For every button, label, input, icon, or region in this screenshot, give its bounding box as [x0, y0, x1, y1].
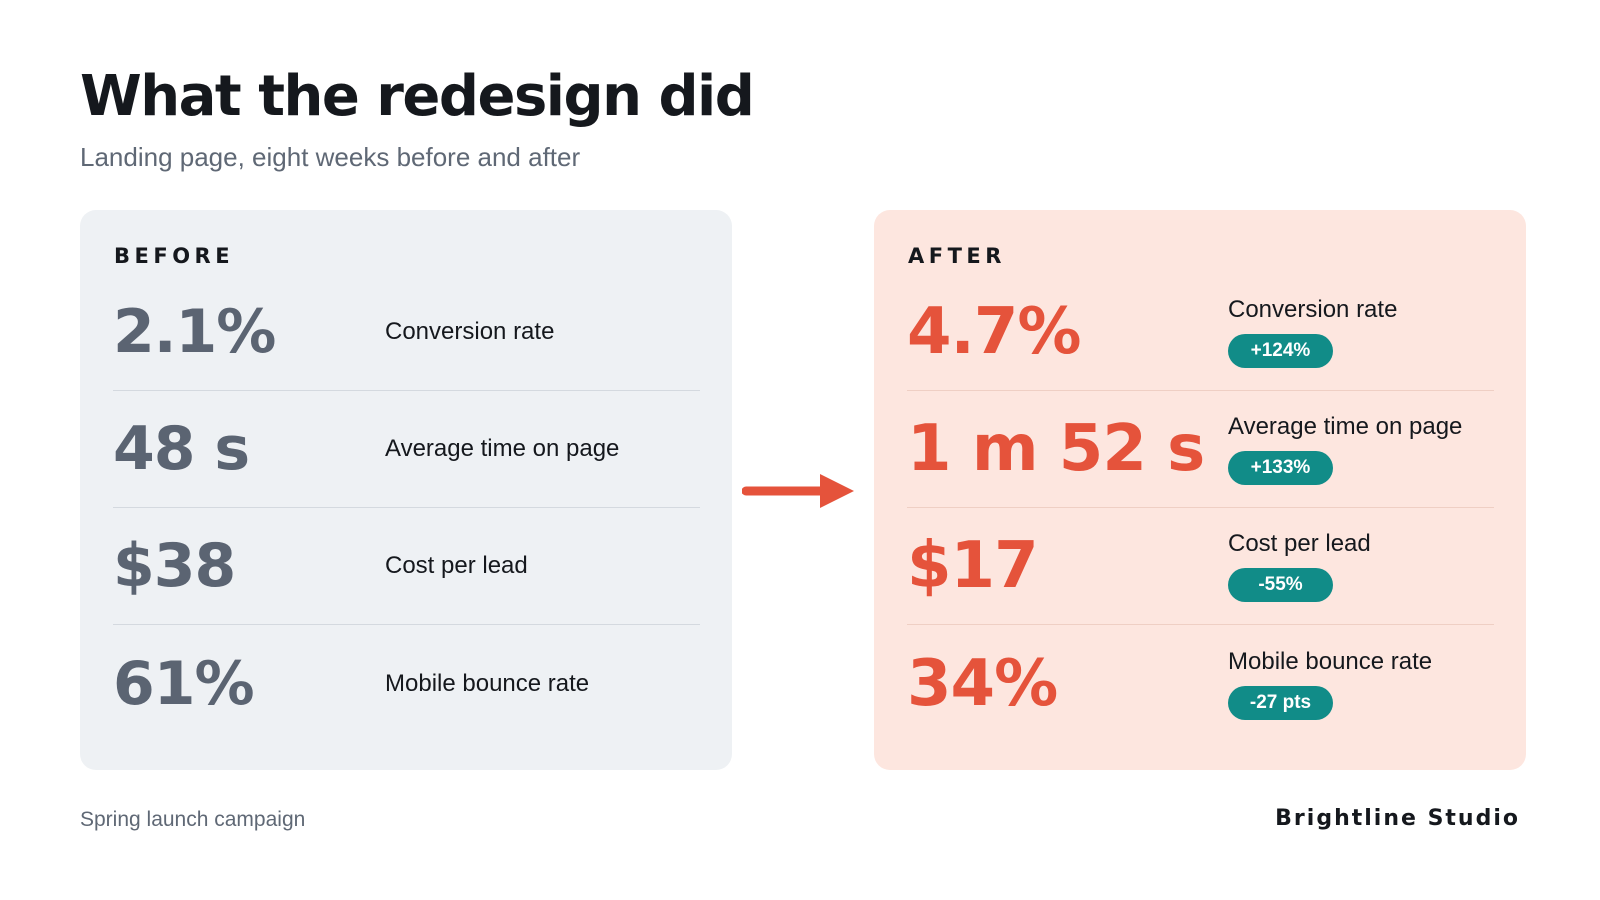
after-metric-value: 1 m 52 s — [907, 412, 1205, 486]
after-panel: AFTER 4.7% Conversion rate +124% 1 m 52 … — [874, 210, 1526, 770]
before-metric-value: $38 — [113, 531, 236, 601]
before-metric-row: 48 s Average time on page — [113, 391, 700, 508]
after-metrics-list: 4.7% Conversion rate +124% 1 m 52 s Aver… — [907, 274, 1494, 742]
after-metric-row: 34% Mobile bounce rate -27 pts — [907, 625, 1494, 742]
before-metric-value: 61% — [113, 648, 255, 719]
change-badge: -55% — [1228, 568, 1333, 602]
before-metric-label: Conversion rate — [385, 318, 555, 345]
before-metric-row: $38 Cost per lead — [113, 508, 700, 625]
arrow-right-icon — [742, 474, 854, 508]
after-metric-value: 4.7% — [907, 295, 1081, 369]
campaign-footer: Spring launch campaign — [80, 808, 306, 831]
page-subtitle: Landing page, eight weeks before and aft… — [80, 142, 581, 172]
before-metric-value: 2.1% — [113, 297, 276, 367]
page-title: What the redesign did — [80, 64, 755, 129]
after-metric-info: Average time on page +133% — [1228, 391, 1462, 507]
after-panel-label: AFTER — [908, 244, 1006, 268]
before-metrics-list: 2.1% Conversion rate 48 s Average time o… — [113, 274, 700, 742]
brand-logo: Brightline Studio — [1275, 806, 1520, 831]
after-metric-label: Conversion rate — [1228, 296, 1398, 323]
change-badge: +124% — [1228, 334, 1333, 368]
after-metric-row: 4.7% Conversion rate +124% — [907, 274, 1494, 391]
after-metric-row: $17 Cost per lead -55% — [907, 508, 1494, 625]
before-panel: BEFORE 2.1% Conversion rate 48 s Average… — [80, 210, 732, 770]
after-metric-value: $17 — [907, 529, 1039, 603]
before-metric-row: 61% Mobile bounce rate — [113, 625, 700, 742]
after-metric-label: Cost per lead — [1228, 530, 1371, 557]
after-metric-label: Mobile bounce rate — [1228, 647, 1433, 675]
after-metric-label: Average time on page — [1228, 413, 1463, 440]
before-panel-label: BEFORE — [114, 244, 235, 268]
after-metric-value: 34% — [907, 646, 1058, 721]
before-metric-label: Mobile bounce rate — [385, 669, 590, 697]
change-badge: -27 pts — [1228, 685, 1333, 720]
after-metric-info: Conversion rate +124% — [1228, 274, 1397, 390]
before-metric-row: 2.1% Conversion rate — [113, 274, 700, 391]
before-metric-label: Average time on page — [385, 435, 620, 462]
before-metric-label: Cost per lead — [385, 552, 528, 579]
before-metric-value: 48 s — [113, 414, 250, 484]
after-metric-info: Cost per lead -55% — [1228, 508, 1371, 624]
change-badge: +133% — [1228, 451, 1333, 485]
after-metric-row: 1 m 52 s Average time on page +133% — [907, 391, 1494, 508]
after-metric-info: Mobile bounce rate -27 pts — [1228, 625, 1432, 742]
